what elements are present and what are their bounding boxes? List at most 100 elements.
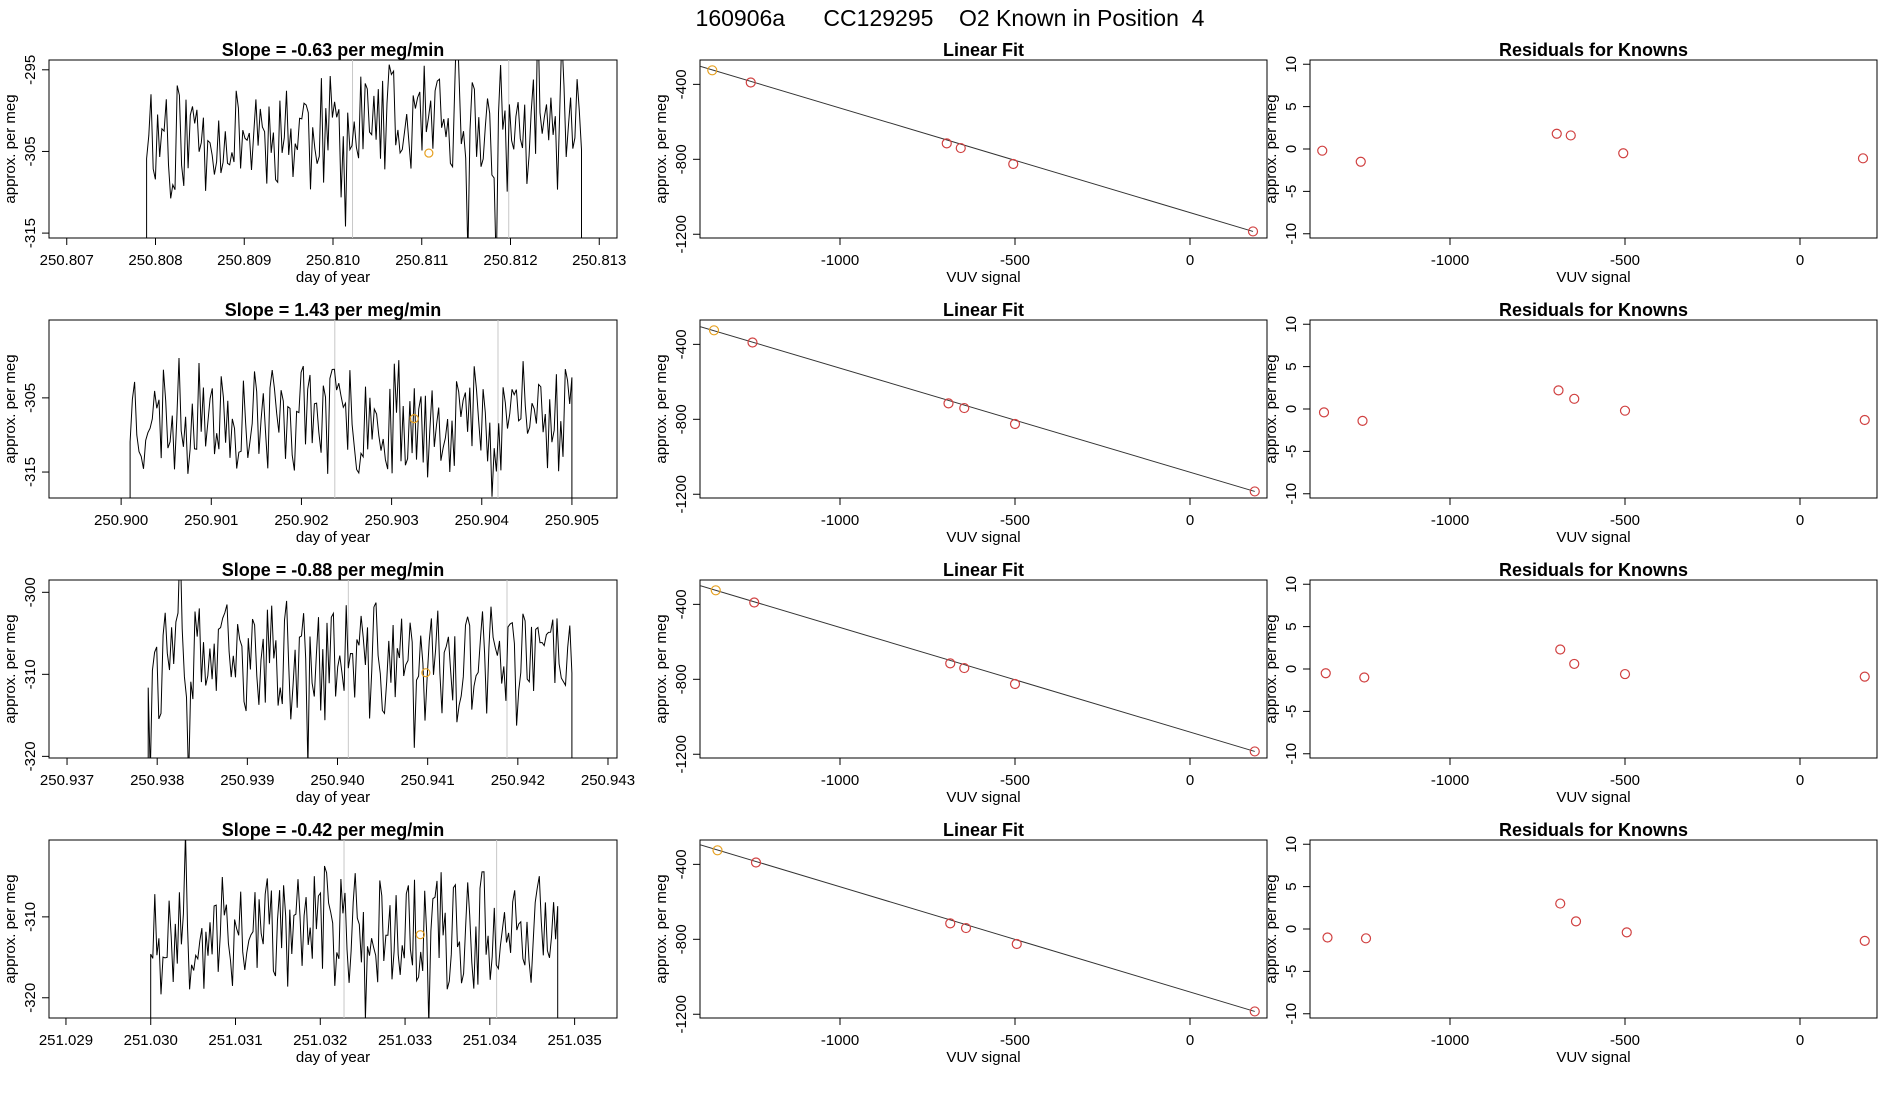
plot-area — [1320, 644, 1870, 683]
y-tick-label: 5 — [1283, 622, 1300, 630]
y-tick-label: -295 — [22, 55, 39, 85]
x-tick-label: 251.033 — [378, 1032, 432, 1049]
x-tick-label: 251.031 — [208, 1032, 262, 1049]
x-tick-label: -1000 — [821, 1032, 859, 1049]
panel-time-series-row-3: 250.937 250.938 250.939 250.940 250.941 250.9… — [2, 560, 635, 806]
panel-title: Slope = -0.42 per meg/min — [222, 820, 445, 840]
y-tick-label: -320 — [22, 983, 39, 1013]
x-tick-label: -500 — [1610, 252, 1640, 269]
page-title: 160906a CC129295 O2 Known in Position 4 — [695, 5, 1205, 31]
y-tick-label: -310 — [22, 659, 39, 689]
x-tick-label: 251.029 — [39, 1032, 93, 1049]
y-tick-label: -5 — [1283, 965, 1300, 978]
panel-residuals-row-2: -1000 -500 0 10 5 0 -5 -10 Residuals for Knowns V… — [1263, 300, 1878, 546]
data-point — [424, 148, 434, 158]
y-tick-label: -10 — [1283, 483, 1300, 505]
data-point — [1317, 145, 1328, 156]
x-tick-label: -1000 — [1431, 1032, 1469, 1049]
x-tick-label: 0 — [1186, 252, 1194, 269]
data-point — [1857, 153, 1869, 164]
x-axis-label: day of year — [296, 269, 370, 286]
fit-line — [700, 65, 1254, 232]
data-point — [749, 597, 760, 608]
y-tick-label: -1200 — [673, 475, 690, 513]
y-tick-label: 5 — [1283, 102, 1300, 110]
plot-area — [700, 585, 1260, 757]
data-point — [1621, 927, 1632, 938]
data-point — [1569, 658, 1580, 670]
x-tick-label: 250.808 — [128, 252, 182, 269]
y-tick-label: -400 — [673, 329, 690, 359]
y-tick-label: -5 — [1283, 705, 1300, 718]
panel-title: Residuals for Knowns — [1499, 300, 1688, 320]
y-tick-label: -1200 — [673, 735, 690, 773]
data-point — [1619, 668, 1631, 680]
x-tick-label: 250.904 — [455, 512, 509, 529]
y-tick-label: -310 — [22, 902, 39, 932]
plot-area — [700, 65, 1259, 237]
plot-area — [1322, 898, 1870, 946]
data-point — [409, 414, 419, 424]
data-point — [1859, 671, 1870, 682]
fit-line — [700, 844, 1255, 1012]
plot-area — [146, 60, 582, 238]
x-tick-label: -1000 — [1431, 252, 1469, 269]
x-tick-label: 250.809 — [217, 252, 271, 269]
panel-title: Residuals for Knowns — [1499, 560, 1688, 580]
x-tick-label: 251.032 — [293, 1032, 347, 1049]
x-tick-label: 0 — [1796, 772, 1804, 789]
data-point — [1249, 486, 1260, 497]
y-tick-label: 5 — [1283, 362, 1300, 370]
data-point — [941, 138, 952, 149]
x-tick-label: 250.807 — [40, 252, 94, 269]
x-tick-label: 250.810 — [306, 252, 360, 269]
panel-linear-fit-row-3: -1000 -500 0 -400 -800 -1200 Linear Fit VUV sig… — [653, 560, 1268, 806]
data-point — [1009, 678, 1021, 690]
x-tick-label: 250.811 — [395, 252, 448, 269]
data-point — [1555, 898, 1566, 909]
data-point — [708, 325, 720, 336]
x-axis-label: day of year — [296, 1049, 370, 1066]
y-tick-label: -10 — [1283, 223, 1300, 245]
plot-area — [150, 840, 559, 1018]
fit-line — [700, 585, 1255, 752]
data-point — [959, 662, 970, 674]
y-tick-label: -400 — [673, 589, 690, 619]
plot-area — [1317, 128, 1869, 167]
x-tick-label: -500 — [1000, 252, 1030, 269]
x-tick-label: 0 — [1796, 1032, 1804, 1049]
x-tick-label: 0 — [1796, 512, 1804, 529]
y-axis-label: approx. per meg — [1263, 94, 1280, 203]
plot-frame — [699, 579, 1268, 759]
plot-frame — [48, 59, 618, 239]
x-tick-label: -500 — [1610, 1032, 1640, 1049]
x-tick-label: 250.943 — [581, 772, 635, 789]
x-tick-label: 250.938 — [130, 772, 184, 789]
y-tick-label: 10 — [1283, 576, 1300, 593]
x-tick-label: 250.939 — [220, 772, 274, 789]
y-tick-label: -10 — [1283, 743, 1300, 765]
data-point — [1009, 418, 1021, 430]
plot-frame — [48, 319, 618, 499]
data-point — [415, 930, 425, 940]
y-tick-label: 10 — [1283, 836, 1300, 853]
y-tick-label: -5 — [1283, 185, 1300, 198]
data-point — [1359, 672, 1370, 683]
data-point — [1555, 644, 1566, 655]
x-axis-label: VUV signal — [946, 529, 1020, 546]
data-point — [1565, 130, 1576, 141]
x-tick-label: -500 — [1000, 772, 1030, 789]
plot-frame — [699, 319, 1268, 499]
panel-residuals-row-3: -1000 -500 0 10 5 0 -5 -10 Residuals for Knowns V… — [1263, 560, 1878, 806]
plot-frame — [1309, 59, 1878, 239]
y-tick-label: -320 — [22, 741, 39, 771]
data-point — [1553, 385, 1564, 396]
x-tick-label: 0 — [1186, 772, 1194, 789]
y-tick-label: -1200 — [673, 995, 690, 1033]
y-axis-label: approx. per meg — [2, 874, 19, 983]
x-axis-label: VUV signal — [946, 1049, 1020, 1066]
data-point — [1320, 668, 1331, 679]
panel-title: Linear Fit — [943, 300, 1024, 320]
x-tick-label: 0 — [1186, 1032, 1194, 1049]
data-point — [1322, 932, 1333, 943]
